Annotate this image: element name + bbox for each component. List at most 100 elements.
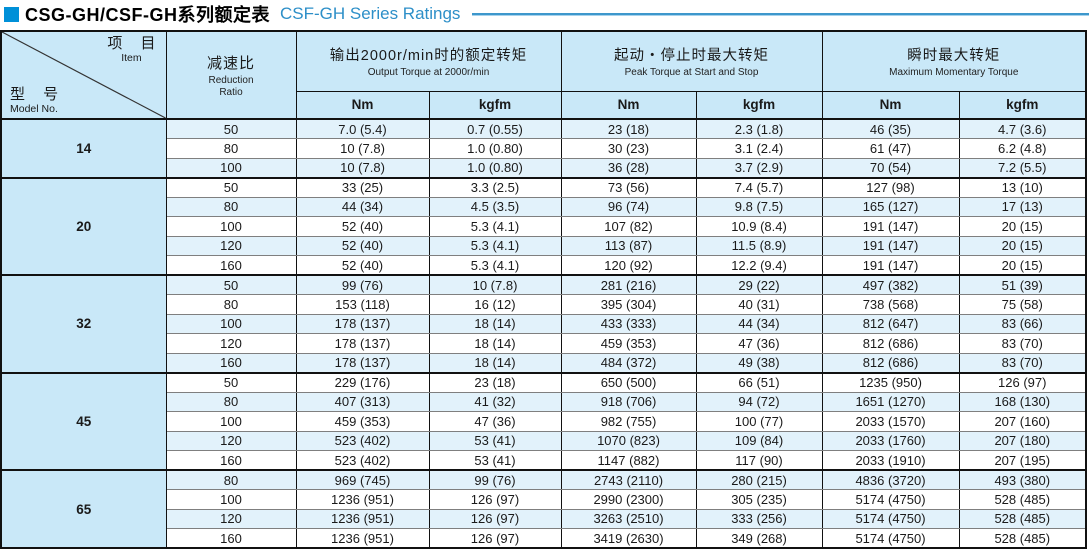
value-cell: 280 (215)	[695, 469, 823, 490]
value-cell: 7.0 (5.4)	[295, 118, 430, 139]
value-cell: 6.2 (4.8)	[958, 138, 1087, 159]
value-cell: 528 (485)	[958, 508, 1087, 529]
value-cell: 459 (353)	[295, 411, 430, 432]
unit-header-kgfm: kgfm	[695, 90, 823, 119]
table-row: 160 523 (402) 53 (41) 1147 (882) 117 (90…	[1, 450, 1087, 471]
unit-header-nm: Nm	[295, 90, 430, 119]
header-reduction-ratio: 减速比 Reduction Ratio	[165, 31, 297, 119]
value-cell: 13 (10)	[958, 176, 1087, 198]
value-cell: 5174 (4750)	[821, 508, 960, 529]
table-row: 100 459 (353) 47 (36) 982 (755) 100 (77)…	[1, 411, 1087, 432]
value-cell: 1236 (951)	[295, 489, 430, 510]
table-row: 160 52 (40) 5.3 (4.1) 120 (92) 12.2 (9.4…	[1, 255, 1087, 276]
unit-header-nm: Nm	[560, 90, 697, 119]
value-cell: 30 (23)	[560, 138, 697, 159]
value-cell: 46 (35)	[821, 118, 960, 139]
value-cell: 40 (31)	[695, 294, 823, 315]
ratio-cell: 80	[165, 469, 297, 490]
ratio-cell: 100	[165, 313, 297, 334]
table-row: 100 178 (137) 18 (14) 433 (333) 44 (34) …	[1, 313, 1087, 334]
value-cell: 4.5 (3.5)	[428, 196, 562, 217]
header-peak-torque-en: Peak Torque at Start and Stop	[624, 67, 759, 79]
value-cell: 3.1 (2.4)	[695, 138, 823, 159]
value-cell: 10.9 (8.4)	[695, 216, 823, 237]
table-row: 65 80 969 (745) 99 (76) 2743 (2110) 280 …	[0, 469, 1087, 549]
value-cell: 191 (147)	[821, 235, 960, 256]
header-ratio-zh: 减速比	[206, 55, 255, 72]
table-row: 80 10 (7.8) 1.0 (0.80) 30 (23) 3.1 (2.4)…	[1, 138, 1087, 159]
value-cell: 10 (7.8)	[295, 157, 430, 178]
value-cell: 168 (130)	[958, 391, 1087, 412]
value-cell: 83 (66)	[958, 313, 1087, 334]
value-cell: 1235 (950)	[821, 371, 960, 393]
value-cell: 73 (56)	[560, 176, 697, 198]
value-cell: 528 (485)	[958, 489, 1087, 510]
table-row: 120 1236 (951) 126 (97) 3263 (2510) 333 …	[1, 508, 1087, 529]
value-cell: 1147 (882)	[560, 450, 697, 471]
model-cell: 32	[0, 274, 167, 373]
value-cell: 1.0 (0.80)	[428, 157, 562, 178]
value-cell: 459 (353)	[560, 333, 697, 354]
corner-model-zh: 型 号	[10, 85, 59, 103]
value-cell: 812 (647)	[821, 313, 960, 334]
ratio-cell: 80	[165, 294, 297, 315]
value-cell: 4.7 (3.6)	[958, 118, 1087, 139]
value-cell: 99 (76)	[295, 274, 430, 295]
value-cell: 9.8 (7.5)	[695, 196, 823, 217]
table-row: 32 50 99 (76) 10 (7.8) 281 (216) 29 (22)…	[0, 274, 1087, 373]
ratio-cell: 120	[165, 430, 297, 451]
value-cell: 16 (12)	[428, 294, 562, 315]
table-row: 160 1236 (951) 126 (97) 3419 (2630) 349 …	[1, 528, 1087, 549]
corner-header: 项 目 Item 型 号 Model No.	[0, 31, 167, 119]
ratio-cell: 80	[165, 391, 297, 412]
header-peak-torque: 起动・停止时最大转矩 Peak Torque at Start and Stop	[560, 31, 823, 91]
value-cell: 47 (36)	[428, 411, 562, 432]
value-cell: 165 (127)	[821, 196, 960, 217]
ratio-cell: 80	[165, 138, 297, 159]
value-cell: 10 (7.8)	[295, 138, 430, 159]
header-momentary-torque-zh: 瞬时最大转矩	[907, 48, 1001, 65]
ratio-cell: 100	[165, 216, 297, 237]
value-cell: 5.3 (4.1)	[428, 255, 562, 276]
header-peak-torque-zh: 起动・停止时最大转矩	[614, 48, 770, 65]
value-cell: 1.0 (0.80)	[428, 138, 562, 159]
model-cell: 65	[0, 469, 167, 549]
value-cell: 18 (14)	[428, 333, 562, 354]
unit-header-kgfm: kgfm	[958, 90, 1087, 119]
value-cell: 10 (7.8)	[428, 274, 562, 295]
value-cell: 982 (755)	[560, 411, 697, 432]
value-cell: 96 (74)	[560, 196, 697, 217]
title-zh: CSG-GH/CSF-GH系列额定表	[25, 5, 270, 25]
table-row: 80 153 (118) 16 (12) 395 (304) 40 (31) 7…	[1, 294, 1087, 315]
ratio-cell: 100	[165, 411, 297, 432]
title-en: CSF-GH Series Ratings	[280, 4, 461, 23]
value-cell: 126 (97)	[958, 371, 1087, 393]
model-cell: 45	[0, 371, 167, 471]
title-square-icon	[4, 6, 19, 22]
value-cell: 484 (372)	[560, 352, 697, 373]
value-cell: 94 (72)	[695, 391, 823, 412]
value-cell: 44 (34)	[695, 313, 823, 334]
value-cell: 29 (22)	[695, 274, 823, 295]
value-cell: 44 (34)	[295, 196, 430, 217]
value-cell: 153 (118)	[295, 294, 430, 315]
unit-header-nm: Nm	[821, 90, 960, 119]
value-cell: 75 (58)	[958, 294, 1087, 315]
header-momentary-torque: 瞬时最大转矩 Maximum Momentary Torque	[821, 31, 1087, 91]
value-cell: 207 (195)	[958, 450, 1087, 471]
value-cell: 812 (686)	[821, 333, 960, 354]
ratings-table: 项 目 Item 型 号 Model No. 减速比 Reduction Rat…	[0, 30, 1088, 549]
model-cell: 14	[0, 118, 167, 178]
header-momentary-torque-en: Maximum Momentary Torque	[889, 67, 1019, 79]
value-cell: 2.3 (1.8)	[695, 118, 823, 139]
ratio-cell: 100	[165, 157, 297, 178]
value-cell: 7.4 (5.7)	[695, 176, 823, 198]
value-cell: 395 (304)	[560, 294, 697, 315]
header-ratio-en: Reduction Ratio	[208, 75, 254, 98]
value-cell: 738 (568)	[821, 294, 960, 315]
value-cell: 2033 (1910)	[821, 450, 960, 471]
table-row: 160 178 (137) 18 (14) 484 (372) 49 (38) …	[1, 352, 1087, 373]
value-cell: 349 (268)	[695, 528, 823, 549]
table-row: 20 50 33 (25) 3.3 (2.5) 73 (56) 7.4 (5.7…	[0, 176, 1087, 276]
value-cell: 191 (147)	[821, 216, 960, 237]
